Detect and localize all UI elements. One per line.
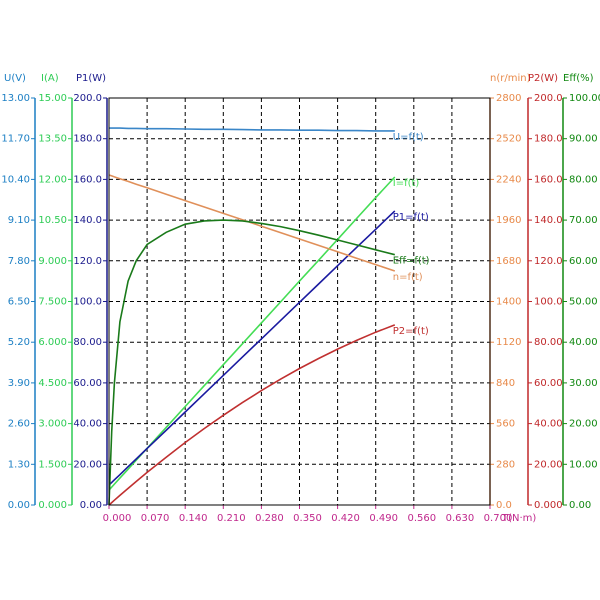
y-tick-label: 11.70 <box>1 134 30 145</box>
y-tick-label: 1120 <box>496 337 521 348</box>
y-tick-label: 0.0 <box>496 500 512 511</box>
y-axis-label: P2(W) <box>528 73 558 84</box>
x-tick-label: 0.140 <box>179 513 208 524</box>
y-tick-label: 0.000 <box>38 500 67 511</box>
y-tick-label: 12.00 <box>38 174 67 185</box>
y-tick-label: 10.40 <box>1 174 30 185</box>
y-tick-label: 20.00 <box>534 459 563 470</box>
y-tick-label: 4.500 <box>38 378 67 389</box>
y-tick-label: 1680 <box>496 256 521 267</box>
y-tick-label: 80.00 <box>569 174 598 185</box>
y-tick-label: 160.0 <box>73 174 102 185</box>
y-tick-label: 60.00 <box>73 378 102 389</box>
x-tick-label: 0.490 <box>369 513 398 524</box>
y-tick-label: 20.00 <box>569 419 598 430</box>
y-tick-label: 160.0 <box>534 174 563 185</box>
y-tick-label: 200.0 <box>534 93 563 104</box>
series-label: I=f(t) <box>393 178 420 189</box>
y-tick-label: 6.50 <box>8 297 30 308</box>
y-tick-label: 70.00 <box>569 215 598 226</box>
y-tick-label: 10.00 <box>569 459 598 470</box>
y-tick-label: 9.000 <box>38 256 67 267</box>
x-tick-label: 0.630 <box>446 513 475 524</box>
y-tick-label: 120.0 <box>73 256 102 267</box>
y-tick-label: 560 <box>496 419 515 430</box>
y-tick-label: 1400 <box>496 297 521 308</box>
y-tick-label: 7.80 <box>8 256 30 267</box>
y-tick-label: 40.00 <box>534 419 563 430</box>
y-tick-label: 180.0 <box>73 134 102 145</box>
y-tick-label: 20.00 <box>73 459 102 470</box>
y-tick-label: 2800 <box>496 93 521 104</box>
y-tick-label: 80.00 <box>534 337 563 348</box>
y-tick-label: 100.0 <box>534 297 563 308</box>
y-axis-label: P1(W) <box>76 73 106 84</box>
y-tick-label: 180.0 <box>534 134 563 145</box>
x-tick-label: 0.210 <box>217 513 246 524</box>
y-tick-label: 50.00 <box>569 297 598 308</box>
y-tick-label: 140.0 <box>534 215 563 226</box>
y-tick-label: 30.00 <box>569 378 598 389</box>
y-tick-label: 200.0 <box>73 93 102 104</box>
series-line <box>109 127 395 132</box>
y-tick-label: 0.00 <box>8 500 30 511</box>
series-label: U=f(t) <box>393 132 424 143</box>
y-tick-label: 0.00 <box>569 500 591 511</box>
y-tick-label: 2520 <box>496 134 521 145</box>
x-tick-label: 0.700 <box>484 513 513 524</box>
x-tick-label: 0.280 <box>255 513 284 524</box>
y-tick-label: 90.00 <box>569 134 598 145</box>
y-tick-label: 1960 <box>496 215 521 226</box>
y-axis-label: n(r/min) <box>490 73 531 84</box>
y-tick-label: 40.00 <box>73 419 102 430</box>
y-tick-label: 100.0 <box>73 297 102 308</box>
x-tick-label: 0.420 <box>331 513 360 524</box>
y-tick-label: 5.20 <box>8 337 30 348</box>
plot-frame <box>108 97 491 506</box>
y-tick-label: 40.00 <box>569 337 598 348</box>
y-tick-label: 60.00 <box>534 378 563 389</box>
x-tick-label: 0.560 <box>407 513 436 524</box>
y-tick-label: 3.000 <box>38 419 67 430</box>
y-tick-label: 7.500 <box>38 297 67 308</box>
series-label: P2=f(t) <box>393 326 429 337</box>
series-line <box>108 219 395 506</box>
y-tick-label: 2.60 <box>8 419 30 430</box>
series-line <box>108 174 396 272</box>
y-tick-label: 80.00 <box>73 337 102 348</box>
y-tick-label: 120.0 <box>534 256 563 267</box>
y-tick-label: 60.00 <box>569 256 598 267</box>
x-axis-label: T(N·m) <box>501 513 536 524</box>
y-tick-label: 840 <box>496 378 515 389</box>
x-tick-label: 0.000 <box>103 513 132 524</box>
y-axis-label: U(V) <box>4 73 26 84</box>
y-tick-label: 0.00 <box>80 500 102 511</box>
y-tick-label: 15.00 <box>38 93 67 104</box>
y-axis-label: I(A) <box>41 73 59 84</box>
y-tick-label: 13.00 <box>1 93 30 104</box>
y-axis-label: Eff(%) <box>563 73 594 84</box>
y-tick-label: 13.50 <box>38 134 67 145</box>
y-tick-label: 3.90 <box>8 378 30 389</box>
y-tick-label: 1.30 <box>8 459 30 470</box>
y-tick-label: 0.000 <box>534 500 563 511</box>
y-tick-label: 10.50 <box>38 215 67 226</box>
y-tick-label: 140.0 <box>73 215 102 226</box>
y-tick-label: 280 <box>496 459 515 470</box>
x-tick-label: 0.350 <box>293 513 322 524</box>
series-label: P1=f(t) <box>393 212 429 223</box>
x-tick-label: 0.070 <box>141 513 170 524</box>
y-tick-label: 9.10 <box>8 215 30 226</box>
y-tick-label: 2240 <box>496 174 521 185</box>
series-line <box>108 176 396 491</box>
y-tick-label: 1.500 <box>38 459 67 470</box>
series-label: Eff=f(t) <box>393 256 430 267</box>
series-label: n=f(t) <box>393 272 423 283</box>
y-tick-label: 6.000 <box>38 337 67 348</box>
series-line <box>108 324 396 506</box>
y-tick-label: 100.00 <box>569 93 600 104</box>
series-line <box>108 210 396 486</box>
